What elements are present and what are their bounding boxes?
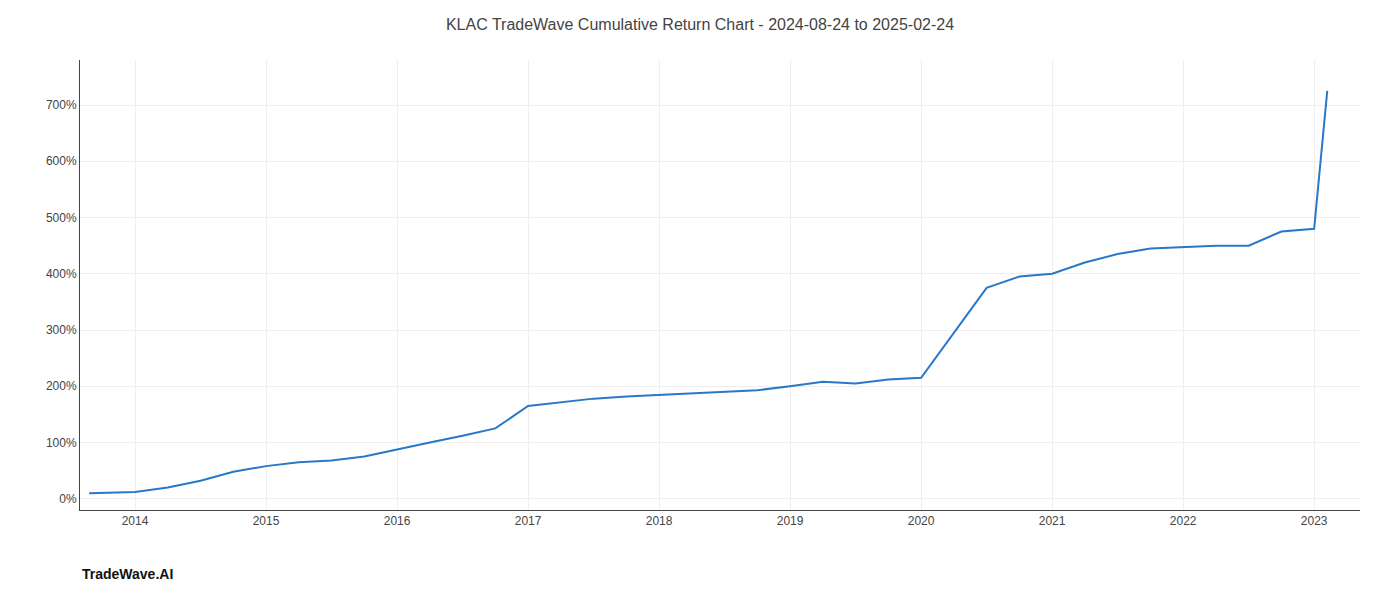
- svg-text:600%: 600%: [46, 154, 77, 168]
- svg-text:400%: 400%: [46, 267, 77, 281]
- svg-text:0%: 0%: [59, 492, 77, 506]
- svg-text:2015: 2015: [253, 514, 280, 528]
- svg-text:2023: 2023: [1301, 514, 1328, 528]
- svg-text:500%: 500%: [46, 211, 77, 225]
- svg-text:2019: 2019: [777, 514, 804, 528]
- svg-text:200%: 200%: [46, 379, 77, 393]
- svg-text:2022: 2022: [1170, 514, 1197, 528]
- svg-text:2017: 2017: [515, 514, 542, 528]
- svg-text:300%: 300%: [46, 323, 77, 337]
- svg-text:KLAC TradeWave Cumulative Retu: KLAC TradeWave Cumulative Return Chart -…: [446, 16, 954, 33]
- svg-text:2021: 2021: [1039, 514, 1066, 528]
- svg-text:TradeWave.AI: TradeWave.AI: [82, 566, 173, 582]
- svg-text:2018: 2018: [646, 514, 673, 528]
- svg-text:700%: 700%: [46, 98, 77, 112]
- svg-text:2014: 2014: [122, 514, 149, 528]
- svg-text:2020: 2020: [908, 514, 935, 528]
- svg-text:100%: 100%: [46, 436, 77, 450]
- svg-text:2016: 2016: [384, 514, 411, 528]
